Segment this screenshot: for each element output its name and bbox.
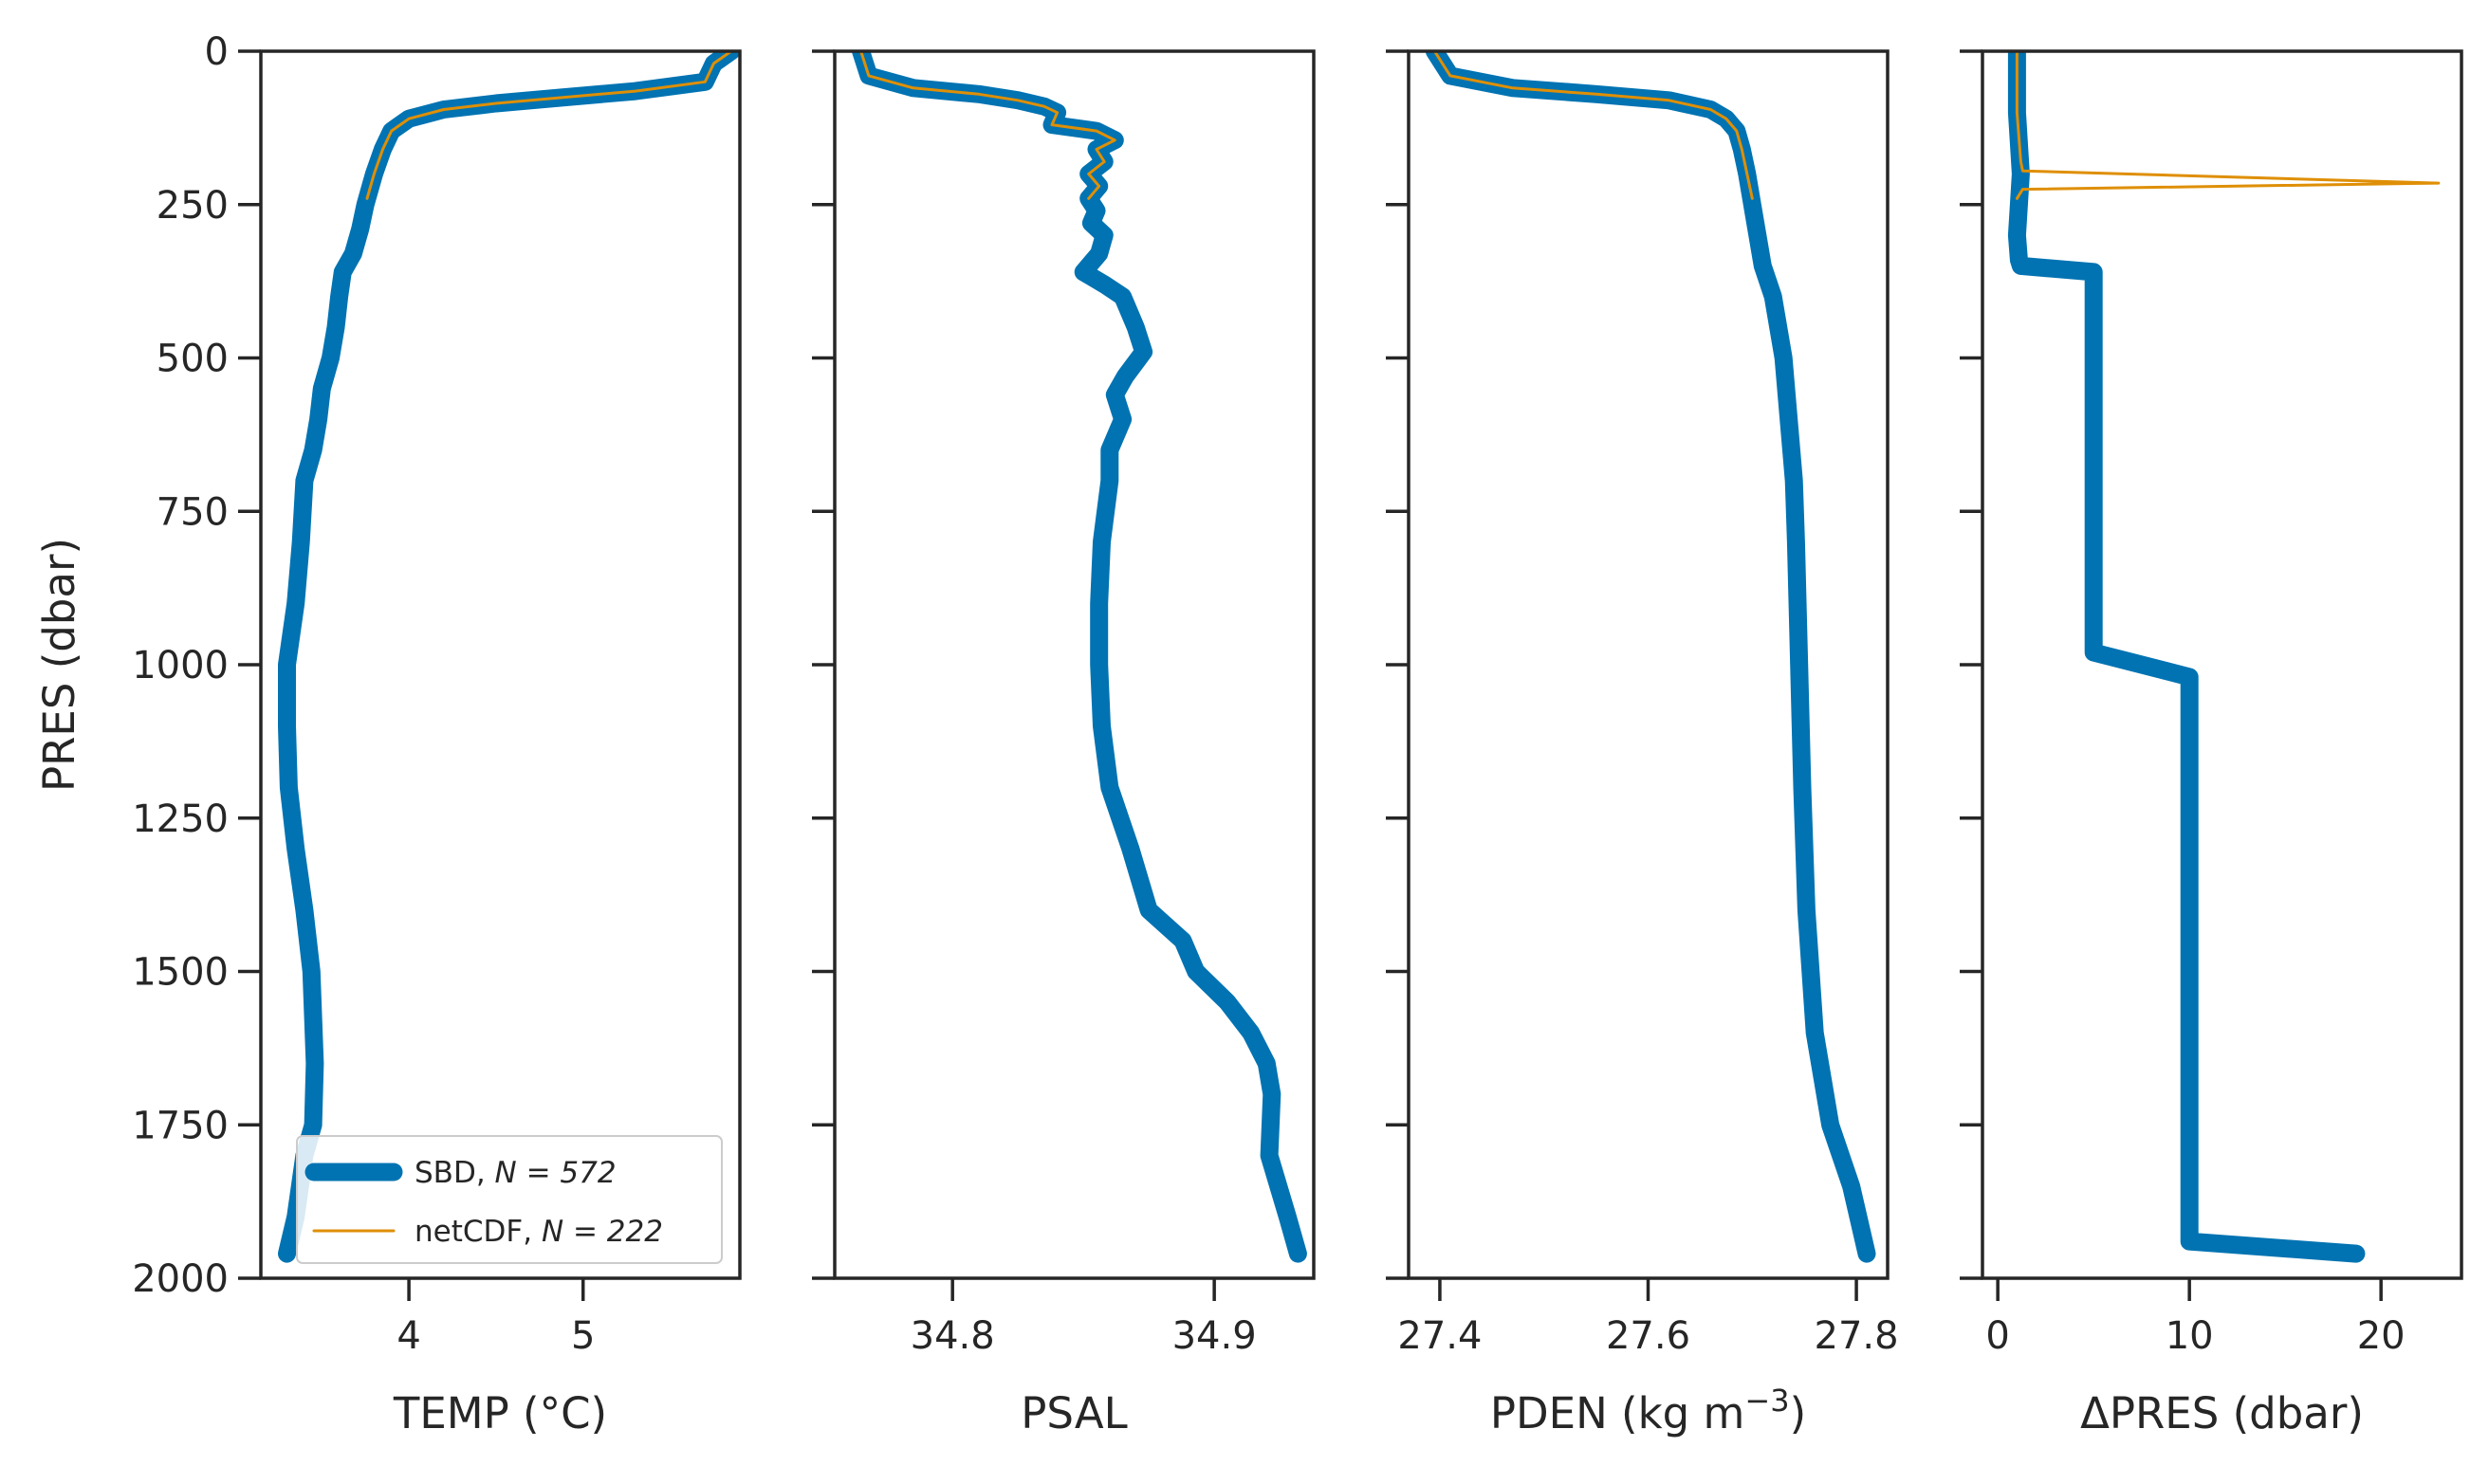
ytick-label: 250 [157,184,229,228]
psal-series [852,51,1307,1263]
panel-psal: 34.8 34.9 PSAL [812,49,1316,1438]
temp-series [278,51,740,1263]
ytick-label: 1250 [132,797,229,841]
temp-xtick-label: 4 [396,1314,420,1358]
pden-series [1425,51,1876,1263]
ytick-label: 0 [205,30,229,74]
plot-layer: 0 250 500 750 1000 1250 1500 1750 2000 4 5 TEMP (°C… [34,30,2463,1438]
psal-xtick-label: 34.9 [1172,1314,1257,1358]
ytick-label: 500 [157,338,229,381]
dpres-netcdf-line [2015,51,2441,200]
dpres-series [2007,51,2441,1263]
temp-axes-frame [259,49,742,1280]
ylabel: PRES (dbar) [34,538,84,792]
pden-xtick-label: 27.8 [1815,1314,1899,1358]
psal-xlabel: PSAL [1021,1388,1127,1438]
pden-xtick-label: 27.6 [1606,1314,1690,1358]
dpres-xtick-label: 10 [2166,1314,2214,1358]
legend-label-sbd: SBD, N = 572 [415,1156,617,1190]
psal-netcdf-line [859,51,1116,200]
pden-sbd-line [1425,51,1876,1263]
psal-xtick-label: 34.8 [911,1314,995,1358]
pden-xlabel: PDEN (kg m−3) [1490,1383,1806,1438]
dpres-sbd-line [2007,51,2366,1263]
temp-xtick-label: 5 [571,1314,595,1358]
dpres-xtick-label: 20 [2357,1314,2406,1358]
legend-label-netcdf: netCDF, N = 222 [415,1215,663,1249]
temp-netcdf-line [365,51,733,200]
psal-sbd-line [852,51,1307,1263]
dpres-xtick-label: 0 [1985,1314,2009,1358]
panel-temp: 0 250 500 750 1000 1250 1500 1750 2000 4 5 TEMP (°C… [132,30,742,1438]
ytick-label: 2000 [132,1257,229,1301]
legend-box [296,1135,723,1264]
ytick-label: 1500 [132,951,229,995]
dpres-xlabel: ΔPRES (dbar) [2080,1388,2364,1438]
dpres-axes-frame [1981,49,2463,1280]
pden-netcdf-line [1432,51,1754,200]
ytick-label: 1000 [132,644,229,687]
temp-sbd-line [278,51,740,1263]
psal-axes-frame [833,49,1316,1280]
pden-axes-frame [1407,49,1890,1280]
panel-dpres: 0 10 20 ΔPRES (dbar) [1960,49,2463,1438]
legend: SBD, N = 572 netCDF, N = 222 [296,1135,723,1264]
temp-xlabel: TEMP (°C) [393,1388,607,1438]
ytick-label: 1750 [132,1104,229,1147]
pden-xtick-label: 27.4 [1397,1314,1482,1358]
ytick-label: 750 [157,490,229,534]
